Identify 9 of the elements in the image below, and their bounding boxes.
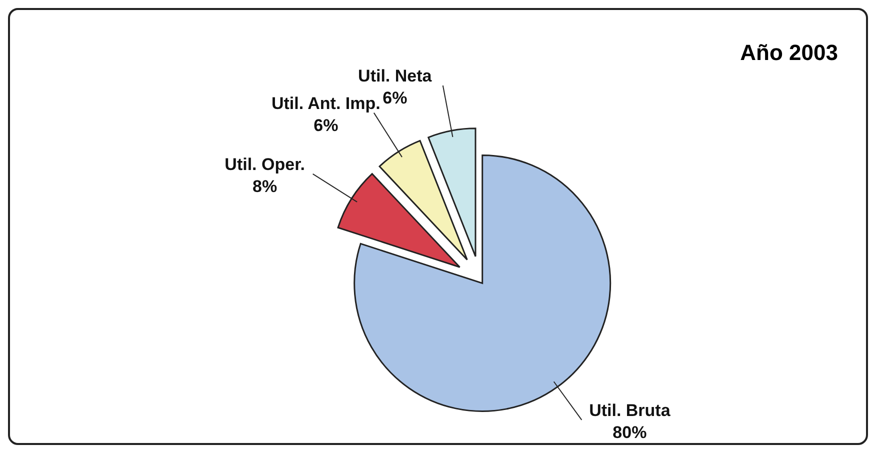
data-label: 6% — [382, 88, 408, 108]
slice-label: Util. Neta — [358, 66, 432, 86]
slice-label: Util. Oper. — [224, 154, 305, 174]
data-label: 6% — [314, 116, 338, 135]
data-label: 8% — [252, 176, 278, 196]
slice-label: Util. Bruta — [589, 400, 671, 420]
slice-label: Util. Ant. Imp. — [271, 94, 380, 113]
data-label: 80% — [612, 422, 647, 442]
text: Año 2003 — [740, 40, 838, 66]
